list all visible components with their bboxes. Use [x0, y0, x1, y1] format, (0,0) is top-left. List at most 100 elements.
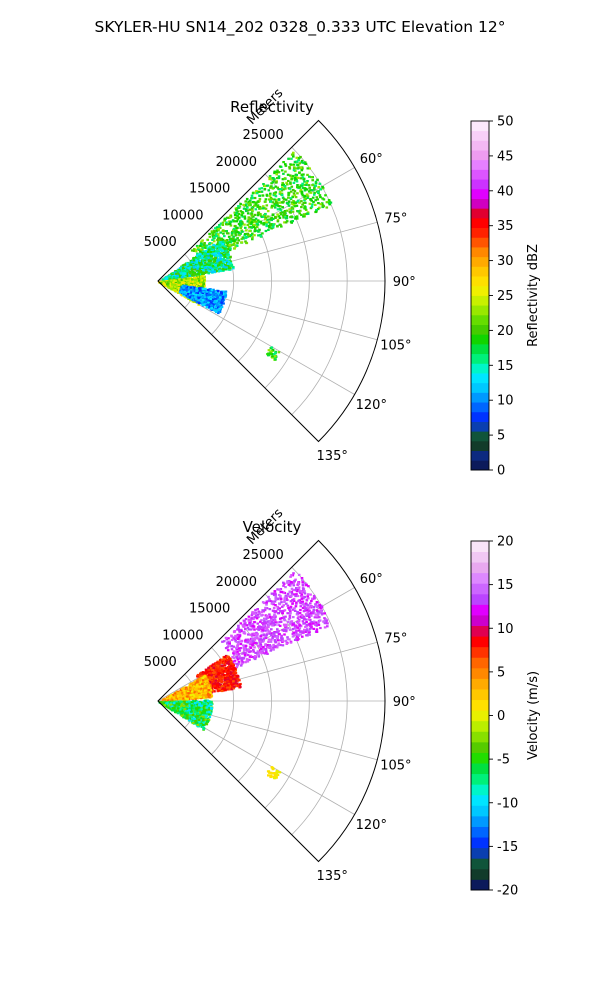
echo-gate — [296, 625, 299, 628]
echo-gate — [291, 195, 294, 199]
echo-gate — [295, 601, 298, 604]
echo-gate — [188, 275, 191, 278]
echo-gate — [244, 236, 247, 240]
echo-gate — [216, 306, 219, 309]
echo-gate — [177, 269, 180, 273]
echo-gate — [264, 221, 268, 224]
echo-gate — [247, 200, 251, 203]
echo-gate — [285, 602, 288, 605]
echo-gate — [292, 631, 295, 634]
echo-gate — [202, 269, 205, 272]
echo-gate — [281, 178, 285, 181]
echo-gate — [319, 626, 322, 630]
echo-gate — [271, 637, 274, 640]
echo-gate — [221, 269, 225, 272]
echo-gate — [324, 620, 328, 623]
echo-gate — [242, 237, 245, 240]
echo-gate — [274, 351, 277, 354]
sector-outline — [157, 119, 386, 443]
echo-gate — [244, 651, 248, 655]
echo-gate — [196, 252, 199, 255]
colorbar-swatch — [471, 440, 489, 452]
echo-gate — [276, 186, 279, 189]
echo-gate — [229, 688, 232, 691]
echo-gate — [283, 597, 286, 600]
echo-gate — [284, 626, 288, 629]
echo-gate — [284, 615, 287, 618]
echo-gate — [299, 608, 302, 612]
echo-gate — [312, 594, 316, 598]
echo-gate — [277, 188, 280, 191]
echo-gate — [221, 223, 225, 226]
echo-gate — [204, 296, 207, 299]
echo-gate — [287, 157, 290, 160]
echo-gate — [295, 215, 299, 218]
echo-gate — [293, 190, 297, 193]
echo-gate — [183, 294, 186, 297]
echo-gate — [280, 590, 284, 593]
echo-gate — [183, 263, 187, 266]
echo-gate — [201, 299, 205, 302]
echo-gate — [183, 289, 187, 292]
echo-gate — [217, 289, 220, 293]
echo-gate — [241, 230, 244, 233]
echo-gate — [251, 232, 254, 235]
echo-gate — [191, 296, 194, 299]
echo-gate — [295, 629, 298, 632]
echo-gate — [236, 675, 240, 678]
echo-gate — [315, 609, 319, 612]
echo-gate — [205, 244, 209, 247]
echo-gate — [308, 606, 311, 609]
echo-gate — [186, 289, 189, 293]
echo-gate — [228, 642, 231, 645]
echo-gate — [272, 606, 276, 609]
echo-gate — [305, 599, 309, 602]
echo-gate — [281, 196, 285, 199]
echo-gate — [253, 227, 257, 231]
echo-gate — [200, 290, 204, 293]
echo-gate — [259, 214, 263, 217]
echo-gate — [318, 206, 321, 209]
echo-gate — [244, 618, 248, 621]
echo-gate — [267, 599, 271, 603]
echo-gate — [309, 593, 312, 596]
echo-gate — [281, 206, 284, 209]
echo-gate — [211, 298, 215, 301]
echo-gate — [316, 178, 319, 181]
echo-gate — [297, 199, 300, 202]
echo-gate — [208, 670, 211, 673]
echo-gate — [327, 199, 331, 202]
echo-gate — [287, 595, 290, 598]
echo-gate — [241, 644, 245, 647]
echo-gate — [236, 658, 240, 661]
echo-gate — [268, 613, 271, 616]
echo-gate — [273, 639, 277, 642]
echo-gate — [290, 620, 294, 623]
echo-gate — [204, 257, 208, 260]
echo-gate — [211, 238, 214, 241]
echo-gate — [306, 593, 310, 596]
echo-gate — [314, 604, 318, 607]
echo-gate — [249, 201, 252, 205]
colorbar-swatch — [471, 266, 489, 277]
echo-gate — [240, 223, 243, 226]
colorbar-tick-label: 10 — [497, 394, 514, 409]
echo-gate — [232, 652, 235, 655]
echo-gate — [209, 684, 212, 687]
echo-gate — [192, 257, 195, 260]
echo-gate — [278, 216, 282, 219]
echo-gate — [303, 582, 307, 585]
echo-gate — [286, 637, 290, 640]
echo-gate — [224, 290, 228, 293]
echo-gate — [176, 276, 179, 279]
echo-gate — [226, 262, 230, 265]
echo-gate — [273, 635, 277, 638]
echo-gate — [313, 597, 316, 600]
echo-gate — [220, 675, 224, 678]
echo-gate — [222, 254, 226, 257]
echo-gate — [232, 228, 236, 231]
colorbar-swatch — [471, 179, 489, 190]
echo-gate — [292, 188, 295, 192]
colorbar-swatch — [471, 460, 489, 471]
echo-gate — [180, 266, 183, 269]
